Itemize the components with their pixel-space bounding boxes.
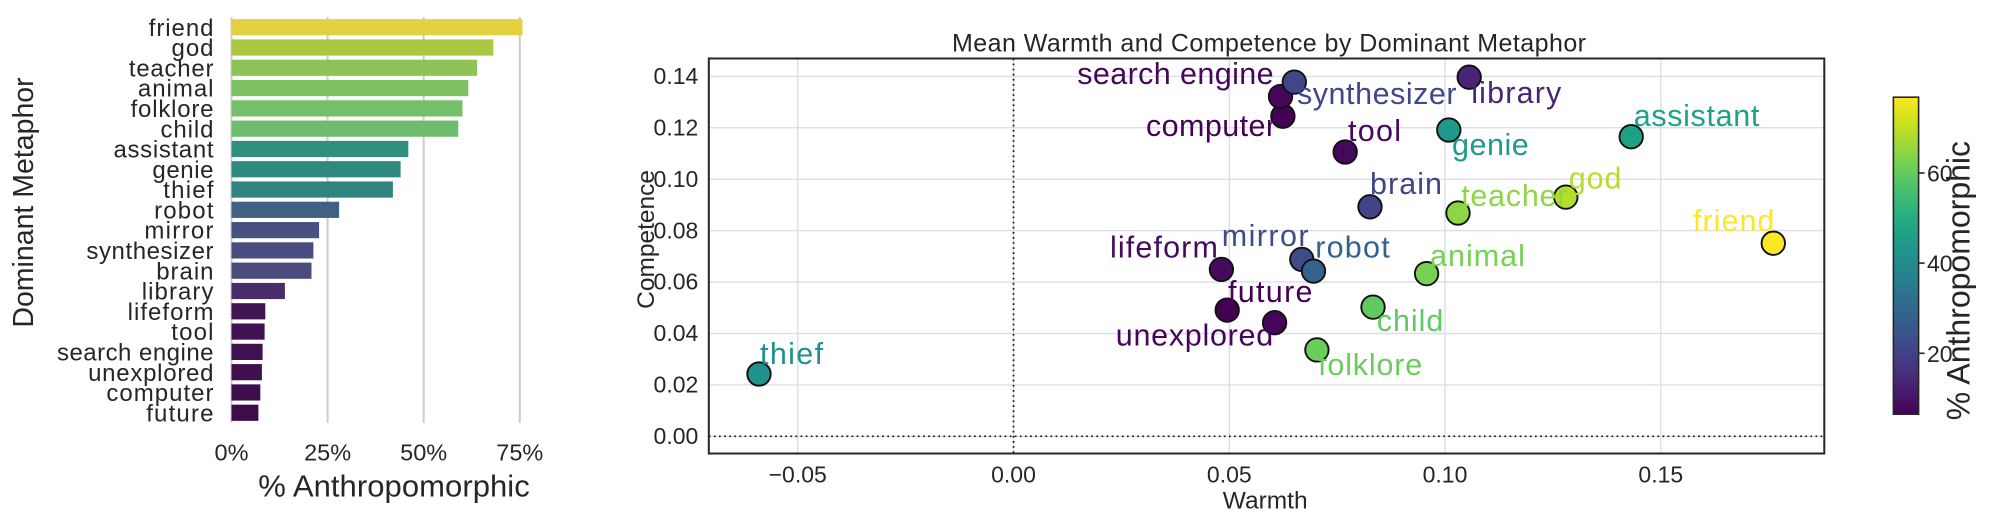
svg-text:mirror: mirror — [1222, 219, 1309, 253]
svg-text:mirror: mirror — [144, 218, 213, 245]
svg-text:assistant: assistant — [114, 137, 214, 164]
svg-text:genie: genie — [152, 157, 213, 184]
svg-text:0.00: 0.00 — [654, 423, 699, 449]
svg-text:0.15: 0.15 — [1638, 462, 1683, 488]
svg-text:thief: thief — [760, 337, 824, 371]
svg-text:synthesizer: synthesizer — [86, 238, 213, 265]
svg-text:0.04: 0.04 — [654, 320, 699, 346]
svg-text:animal: animal — [1430, 239, 1525, 273]
svg-text:60: 60 — [1927, 161, 1953, 187]
svg-text:assistant: assistant — [1634, 99, 1760, 133]
svg-text:brain: brain — [156, 258, 213, 285]
svg-text:friend: friend — [1693, 204, 1774, 238]
svg-text:Competence: Competence — [633, 170, 660, 309]
svg-text:0%: 0% — [215, 439, 249, 465]
svg-text:friend: friend — [149, 15, 214, 42]
svg-text:Warmth: Warmth — [1223, 488, 1308, 515]
svg-text:robot: robot — [154, 197, 214, 224]
svg-text:folklore: folklore — [131, 96, 214, 123]
svg-text:50%: 50% — [400, 439, 447, 465]
svg-text:lifeform: lifeform — [128, 299, 214, 326]
svg-text:brain: brain — [1370, 167, 1442, 201]
svg-text:library: library — [1471, 76, 1562, 110]
svg-text:library: library — [142, 279, 214, 306]
svg-text:0.05: 0.05 — [1207, 462, 1252, 488]
svg-text:unexplored: unexplored — [88, 360, 213, 387]
svg-text:god: god — [172, 35, 214, 62]
svg-text:child: child — [1377, 304, 1444, 338]
svg-text:child: child — [161, 116, 214, 143]
svg-text:tool: tool — [171, 319, 213, 346]
svg-text:−0.05: −0.05 — [769, 462, 827, 488]
svg-text:0.08: 0.08 — [654, 217, 699, 243]
svg-text:0.00: 0.00 — [991, 462, 1036, 488]
svg-text:teacher: teacher — [1461, 179, 1567, 213]
svg-text:% Anthropomorphic: % Anthropomorphic — [1941, 141, 1977, 420]
svg-text:40: 40 — [1927, 251, 1953, 277]
svg-text:0.06: 0.06 — [654, 269, 699, 295]
svg-text:future: future — [146, 400, 213, 427]
svg-text:0.10: 0.10 — [654, 166, 699, 192]
svg-text:75%: 75% — [496, 439, 543, 465]
svg-text:robot: robot — [1315, 231, 1390, 265]
svg-text:% Anthropomorphic: % Anthropomorphic — [258, 468, 530, 503]
svg-text:Dominant Metaphor: Dominant Metaphor — [8, 77, 40, 328]
svg-text:computer: computer — [106, 380, 213, 407]
svg-text:0.14: 0.14 — [654, 63, 699, 89]
svg-text:god: god — [1569, 162, 1622, 196]
svg-text:unexplored: unexplored — [1116, 319, 1273, 353]
svg-text:25%: 25% — [304, 439, 351, 465]
svg-text:tool: tool — [1348, 114, 1401, 148]
svg-text:computer: computer — [1146, 109, 1276, 143]
svg-text:folklore: folklore — [1318, 348, 1422, 382]
svg-text:lifeform: lifeform — [1110, 231, 1218, 265]
svg-text:0.12: 0.12 — [654, 114, 699, 140]
svg-text:future: future — [1228, 275, 1313, 309]
svg-text:synthesizer: synthesizer — [1297, 77, 1457, 111]
svg-text:20: 20 — [1927, 341, 1953, 367]
svg-text:0.02: 0.02 — [654, 372, 699, 398]
svg-text:genie: genie — [1452, 128, 1529, 162]
svg-text:search engine: search engine — [1077, 57, 1273, 91]
svg-text:thief: thief — [163, 177, 214, 204]
svg-text:0.10: 0.10 — [1423, 462, 1468, 488]
svg-text:search engine: search engine — [57, 339, 214, 366]
svg-text:animal: animal — [138, 76, 214, 103]
svg-text:teacher: teacher — [129, 55, 214, 82]
svg-text:Mean Warmth and Competence by: Mean Warmth and Competence by Dominant M… — [952, 30, 1586, 58]
